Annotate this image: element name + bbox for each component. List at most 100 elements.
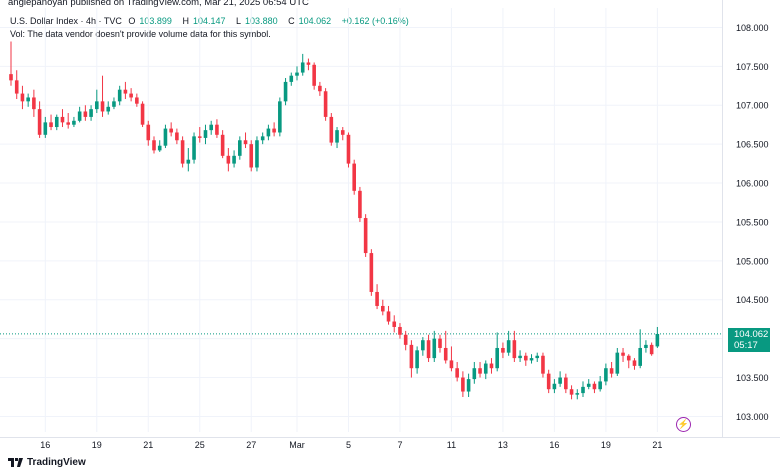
candle-body [123, 89, 128, 94]
candle-body [32, 97, 36, 110]
candle-body [180, 140, 185, 164]
low-value: 103.880 [245, 16, 278, 26]
candle-body [398, 326, 402, 335]
x-tick-label: 27 [246, 440, 256, 450]
candle-body [569, 389, 574, 395]
y-tick-label: 108.000 [736, 23, 769, 33]
candle-body [529, 358, 534, 361]
candle-body [112, 101, 116, 107]
candle-body [77, 111, 82, 121]
candle-body [169, 128, 173, 133]
y-tick-label: 103.000 [736, 412, 769, 422]
candle-body [323, 91, 328, 117]
candle-body [438, 338, 442, 348]
candle-body [266, 128, 271, 137]
y-tick-label: 103.500 [736, 373, 769, 383]
candle-body [157, 145, 162, 151]
candle-body [117, 89, 122, 102]
candle-body [546, 373, 551, 390]
candle-body [655, 333, 660, 347]
candle-body [272, 128, 276, 133]
candle-body [421, 340, 425, 351]
x-tick-label: 19 [601, 440, 611, 450]
candle-body [295, 72, 299, 76]
x-tick-label: 16 [40, 440, 50, 450]
candle-body [72, 120, 76, 125]
candle-body [483, 363, 488, 374]
candle-body [54, 116, 59, 128]
candle-body [9, 74, 13, 81]
candle-body [89, 109, 93, 117]
candle-body [163, 128, 168, 146]
candle-body [632, 360, 637, 366]
candle-body [489, 363, 494, 369]
candle-body [495, 347, 499, 369]
volume-note: Vol: The data vendor doesn't provide vol… [10, 29, 271, 39]
candle-body [152, 140, 156, 151]
tradingview-brand: TradingView [8, 457, 86, 468]
candle-body [352, 163, 356, 191]
candle-body [14, 80, 19, 94]
last-price-tag: 104.062 05:17 [728, 328, 770, 352]
last-price-value: 104.062 [734, 329, 769, 340]
candle-body [358, 190, 362, 219]
candle-body [289, 75, 294, 82]
candle-body [478, 368, 482, 374]
candle-body [260, 136, 265, 141]
candle-body [197, 136, 202, 138]
candle-body [329, 116, 334, 143]
candle-body [100, 101, 105, 112]
candle-body [306, 62, 311, 65]
low-label: L [236, 16, 242, 26]
candle-body [506, 340, 511, 353]
candle-body [300, 62, 305, 73]
x-tick-label: 25 [195, 440, 205, 450]
candle-body [318, 85, 322, 92]
candle-body [129, 93, 133, 98]
candle-body [60, 116, 65, 123]
candle-body [278, 101, 282, 133]
candle-body [426, 340, 431, 359]
candle-body [283, 81, 288, 102]
open-label: O [128, 16, 136, 26]
candle-body [626, 355, 631, 361]
candle-body [552, 383, 557, 390]
candle-body [518, 355, 522, 359]
candle-body [106, 106, 111, 112]
candle-body [215, 124, 219, 135]
candle-body [512, 340, 517, 359]
candle-body [186, 159, 191, 164]
candle-body [644, 344, 648, 348]
candle-body [369, 253, 374, 292]
candle-body [415, 350, 419, 369]
candle-body [381, 305, 385, 312]
candle-body [592, 383, 597, 390]
lightning-icon[interactable]: ⚡ [676, 417, 691, 432]
candle-body [192, 136, 196, 160]
candle-body [255, 140, 259, 168]
candle-body [564, 377, 568, 390]
candle-body [386, 311, 391, 322]
x-tick-label: Mar [289, 440, 305, 450]
candle-body [135, 97, 139, 104]
candle-body [609, 368, 614, 374]
close-value: 104.062 [298, 16, 332, 26]
candle-body [541, 355, 545, 374]
candle-body [501, 347, 505, 353]
candle-body [209, 124, 213, 131]
symbol-title[interactable]: U.S. Dollar Index · 4h · TVC [10, 16, 122, 26]
candle-body [535, 355, 540, 359]
candle-body [409, 344, 414, 369]
candle-body [621, 352, 625, 356]
candle-body [66, 122, 70, 125]
candle-body [449, 360, 454, 369]
high-label: H [182, 16, 189, 26]
x-tick-label: 21 [143, 440, 153, 450]
candle-body [49, 122, 53, 128]
candle-body [586, 383, 591, 387]
candle-body [455, 368, 459, 378]
candle-body [249, 144, 254, 168]
open-value: 103.899 [139, 16, 172, 26]
y-tick-label: 105.000 [736, 256, 769, 266]
